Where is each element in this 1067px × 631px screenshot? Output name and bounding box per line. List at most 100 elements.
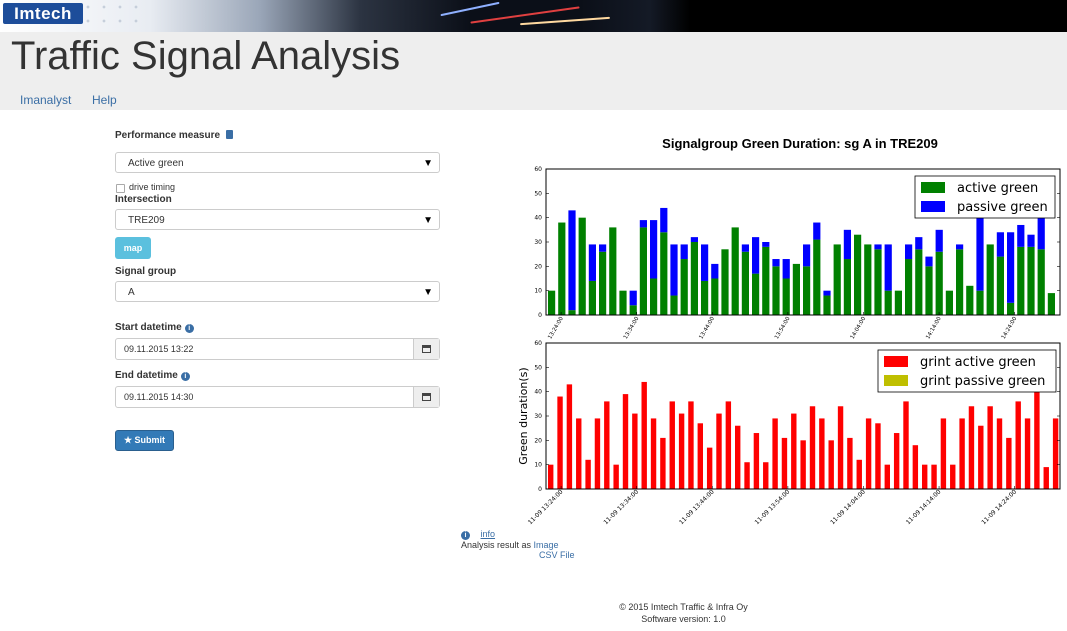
end-datetime-field[interactable]: 09.11.2015 14:30 <box>115 386 440 408</box>
y-tick-label: 40 <box>534 389 542 396</box>
bar-passive-green <box>905 244 913 260</box>
bar-active-green <box>905 259 913 315</box>
bar-grint-active-green <box>585 459 591 489</box>
intersection-label: Intersection <box>115 194 172 205</box>
calendar-icon <box>422 393 431 401</box>
submit-button[interactable]: ★ Submit <box>115 430 174 451</box>
bar-active-green <box>660 232 668 315</box>
bar-grint-active-green <box>884 464 890 489</box>
x-tick-label: 13:54:00 <box>774 316 792 341</box>
bar-active-green <box>996 256 1004 315</box>
dropdown-caret-icon: ▼ <box>423 215 433 226</box>
footer: © 2015 Imtech Traffic & Infra Oy Softwar… <box>0 601 1067 625</box>
banner-light-streak <box>520 16 610 26</box>
legend-swatch <box>921 182 945 193</box>
intersection-select[interactable]: TRE209 ▼ <box>115 209 440 230</box>
bar-active-green <box>578 217 586 315</box>
analysis-prefix: Analysis result as <box>461 540 532 550</box>
bar-active-green <box>762 246 770 315</box>
signal-group-select[interactable]: A ▼ <box>115 281 440 302</box>
end-datetime-value: 09.11.2015 14:30 <box>124 392 194 402</box>
bar-passive-green <box>1027 234 1035 247</box>
start-datetime-label: Start datetime i <box>115 322 194 333</box>
bar-grint-active-green <box>557 396 563 489</box>
calendar-button[interactable] <box>413 387 439 407</box>
bar-active-green <box>548 290 556 315</box>
imtech-logo[interactable]: Imtech <box>3 3 83 24</box>
info-icon[interactable]: i <box>184 324 194 333</box>
start-datetime-value: 09.11.2015 13:22 <box>124 344 194 354</box>
bar-grint-active-green <box>753 433 760 489</box>
bar-active-green <box>823 295 831 315</box>
bar-grint-active-green <box>772 418 778 489</box>
image-link[interactable]: Image <box>533 540 559 550</box>
csv-file-link[interactable]: CSV File <box>539 550 575 560</box>
bar-active-green <box>864 244 872 315</box>
bar-active-green <box>884 290 892 315</box>
page-header: Traffic Signal Analysis Imanalyst Help <box>0 32 1067 110</box>
bar-passive-green <box>762 242 770 247</box>
y-tick-label: 20 <box>534 437 542 444</box>
book-icon[interactable] <box>225 130 233 139</box>
bar-active-green <box>1037 249 1045 315</box>
bar-active-green <box>629 305 637 315</box>
bar-grint-active-green <box>903 401 909 489</box>
bar-passive-green <box>956 244 964 250</box>
bar-active-green <box>833 244 841 315</box>
bar-passive-green <box>782 259 790 279</box>
bar-active-green <box>854 234 862 315</box>
bar-grint-active-green <box>1024 418 1031 489</box>
performance-measure-select[interactable]: Active green ▼ <box>115 152 440 173</box>
x-tick-label: 14:04:00 <box>850 316 868 341</box>
bar-active-green <box>731 227 739 315</box>
info-row: i info <box>461 529 575 540</box>
bar-grint-active-green <box>781 437 788 489</box>
bar-passive-green <box>813 222 821 240</box>
end-datetime-label: End datetime i <box>115 370 190 381</box>
x-tick-label: 11-09 13:54:00 <box>754 488 792 526</box>
page-title: Traffic Signal Analysis <box>11 34 401 78</box>
bar-passive-green <box>752 237 760 274</box>
x-tick-label: 14:24:00 <box>1001 316 1019 341</box>
bar-passive-green <box>803 244 811 267</box>
bar-passive-green <box>568 210 576 311</box>
x-tick-label: 11-09 13:44:00 <box>678 488 716 526</box>
bar-active-green <box>792 263 800 315</box>
chart-title: Signalgroup Green Duration: sg A in TRE2… <box>662 136 938 151</box>
start-datetime-field[interactable]: 09.11.2015 13:22 <box>115 338 440 360</box>
bar-grint-active-green <box>940 418 947 489</box>
bar-grint-active-green <box>819 418 825 489</box>
y-tick-label: 50 <box>534 190 542 197</box>
calendar-button[interactable] <box>413 339 439 359</box>
end-datetime-label-text: End datetime <box>115 370 178 381</box>
bar-grint-active-green <box>1043 467 1049 489</box>
start-datetime-label-text: Start datetime <box>115 322 182 333</box>
map-button[interactable]: map <box>115 237 151 259</box>
bar-passive-green <box>599 244 607 252</box>
bar-grint-active-green <box>1006 437 1012 489</box>
bar-active-green <box>782 278 790 315</box>
plot-frame <box>545 168 1061 316</box>
bar-active-green <box>619 290 627 315</box>
bar-grint-active-green <box>996 418 1003 489</box>
bar-passive-green <box>843 229 851 260</box>
info-link[interactable]: info <box>480 529 496 539</box>
bar-active-green <box>1047 293 1055 315</box>
intersection-value: TRE209 <box>128 215 165 226</box>
bar-passive-green <box>680 244 688 260</box>
bar-grint-active-green <box>660 437 666 489</box>
bar-grint-active-green <box>809 406 816 489</box>
bar-active-green <box>772 266 780 315</box>
bar-grint-active-green <box>650 418 657 489</box>
nav-imanalyst-link[interactable]: Imanalyst <box>20 93 72 107</box>
bar-active-green <box>1007 302 1015 315</box>
bar-passive-green <box>1007 232 1015 303</box>
legend-box <box>914 175 1056 219</box>
bar-grint-active-green <box>912 445 919 489</box>
nav-help-link[interactable]: Help <box>92 93 117 107</box>
bar-active-green <box>609 227 617 315</box>
legend-swatch <box>884 356 908 367</box>
banner-light-streak <box>440 1 500 17</box>
info-icon[interactable]: i <box>180 372 190 381</box>
drive-timing-checkbox[interactable] <box>116 184 125 193</box>
